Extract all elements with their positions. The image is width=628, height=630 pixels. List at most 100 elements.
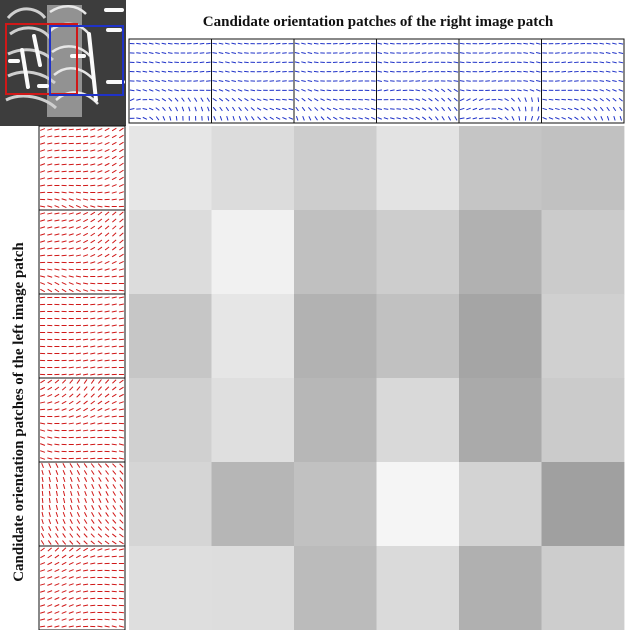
right-orientation-dash: [250, 98, 256, 102]
left-orientation-dash: [90, 225, 96, 230]
right-orientation-dash: [136, 89, 141, 92]
right-orientation-dash: [383, 89, 389, 92]
left-orientation-dash: [111, 155, 117, 160]
right-orientation-dash: [313, 89, 319, 92]
left-orientation-dash: [91, 505, 95, 510]
left-orientation-dash: [75, 604, 81, 607]
right-orientation-dash: [136, 61, 141, 64]
left-orientation-dash: [111, 408, 117, 411]
left-orientation-dash: [69, 379, 74, 384]
right-orientation-dash: [320, 116, 325, 121]
left-orientation-dash: [68, 561, 74, 566]
left-orientation-dash: [111, 268, 117, 271]
left-orientation-dash: [61, 268, 67, 271]
heatmap-cell: [294, 294, 377, 379]
right-orientation-dash: [593, 116, 598, 121]
right-orientation-dash: [275, 70, 281, 73]
left-orientation-dash: [90, 429, 96, 432]
right-orientation-dash: [497, 98, 503, 101]
right-orientation-dash: [301, 89, 306, 92]
left-orientation-dash: [69, 476, 73, 483]
left-orientation-dash: [68, 583, 74, 586]
left-orientation-dash: [68, 282, 74, 285]
left-orientation-dash: [118, 555, 124, 558]
right-orientation-dash: [383, 42, 389, 45]
right-orientation-dash: [415, 42, 421, 45]
right-orientation-dash: [535, 70, 541, 73]
right-orientation-dash: [447, 88, 452, 93]
left-orientation-dash: [119, 225, 124, 230]
right-orientation-dash: [454, 116, 458, 121]
right-orientation-dash: [390, 52, 395, 54]
left-orientation-dash: [90, 526, 95, 531]
left-orientation-dash: [75, 163, 81, 166]
right-orientation-dash: [453, 88, 459, 92]
left-orientation-dash: [119, 512, 124, 517]
right-orientation-dash: [237, 42, 243, 45]
left-orientation-dash: [61, 212, 67, 215]
left-orientation-dash: [111, 393, 117, 398]
left-orientation-dash: [97, 211, 103, 216]
left-orientation-dash: [104, 191, 110, 194]
right-orientation-dash: [605, 89, 611, 92]
left-orientation-dash: [75, 597, 81, 600]
left-orientation-dash: [61, 400, 67, 405]
left-image-patch-box: [5, 23, 78, 95]
right-orientation-dash: [169, 115, 172, 121]
right-orientation-dash: [351, 108, 357, 110]
left-orientation-dash: [75, 625, 81, 628]
left-orientation-dash: [47, 429, 53, 432]
right-orientation-dash: [294, 42, 300, 45]
left-orientation-dash: [98, 505, 102, 510]
left-orientation-dash: [118, 331, 124, 334]
right-orientation-dash: [561, 116, 567, 120]
left-orientation-dash: [77, 490, 80, 497]
left-orientation-dash: [90, 324, 96, 327]
left-orientation-dash: [83, 345, 89, 348]
left-orientation-dash: [90, 261, 96, 264]
right-orientation-dash: [199, 80, 205, 82]
right-orientation-dash: [612, 42, 617, 45]
left-candidate-patch: [38, 545, 126, 630]
right-orientation-dash: [142, 42, 148, 45]
left-orientation-dash: [47, 219, 53, 222]
right-orientation-dash: [441, 116, 445, 121]
right-orientation-dash: [148, 42, 154, 45]
left-orientation-dash: [97, 225, 103, 230]
right-orientation-dash: [618, 80, 624, 82]
left-orientation-dash: [54, 625, 60, 628]
left-orientation-dash: [97, 317, 103, 320]
left-orientation-dash: [47, 583, 53, 586]
left-orientation-dash: [90, 149, 96, 152]
left-orientation-dash: [40, 282, 46, 285]
right-orientation-dash: [263, 98, 268, 101]
left-orientation-dash: [61, 226, 67, 229]
left-orientation-dash: [105, 491, 109, 496]
right-orientation-dash: [187, 97, 191, 102]
left-orientation-dash: [54, 226, 60, 229]
left-orientation-dash: [90, 205, 96, 208]
left-orientation-dash: [54, 408, 60, 411]
right-orientation-dash: [199, 70, 205, 73]
right-orientation-dash: [161, 89, 167, 92]
right-orientation-dash: [175, 106, 178, 112]
right-orientation-dash: [207, 106, 210, 112]
left-orientation-dash: [83, 470, 88, 475]
right-orientation-dash: [148, 89, 154, 92]
right-orientation-dash: [288, 116, 294, 120]
left-orientation-dash: [54, 142, 60, 145]
left-orientation-dash: [83, 597, 89, 600]
right-orientation-dash: [275, 116, 281, 120]
right-orientation-dash: [219, 116, 223, 121]
right-orientation-dash: [605, 52, 611, 54]
left-orientation-dash: [76, 379, 81, 384]
left-orientation-dash: [118, 198, 124, 201]
right-orientation-dash: [491, 42, 497, 45]
right-orientation-dash: [612, 70, 617, 73]
left-orientation-dash: [40, 247, 46, 250]
left-orientation-dash: [111, 324, 117, 327]
left-candidate-patch: [38, 377, 126, 463]
right-orientation-dash: [523, 89, 528, 92]
left-orientation-dash: [75, 562, 81, 565]
left-candidate-patch-frame: [38, 461, 126, 547]
